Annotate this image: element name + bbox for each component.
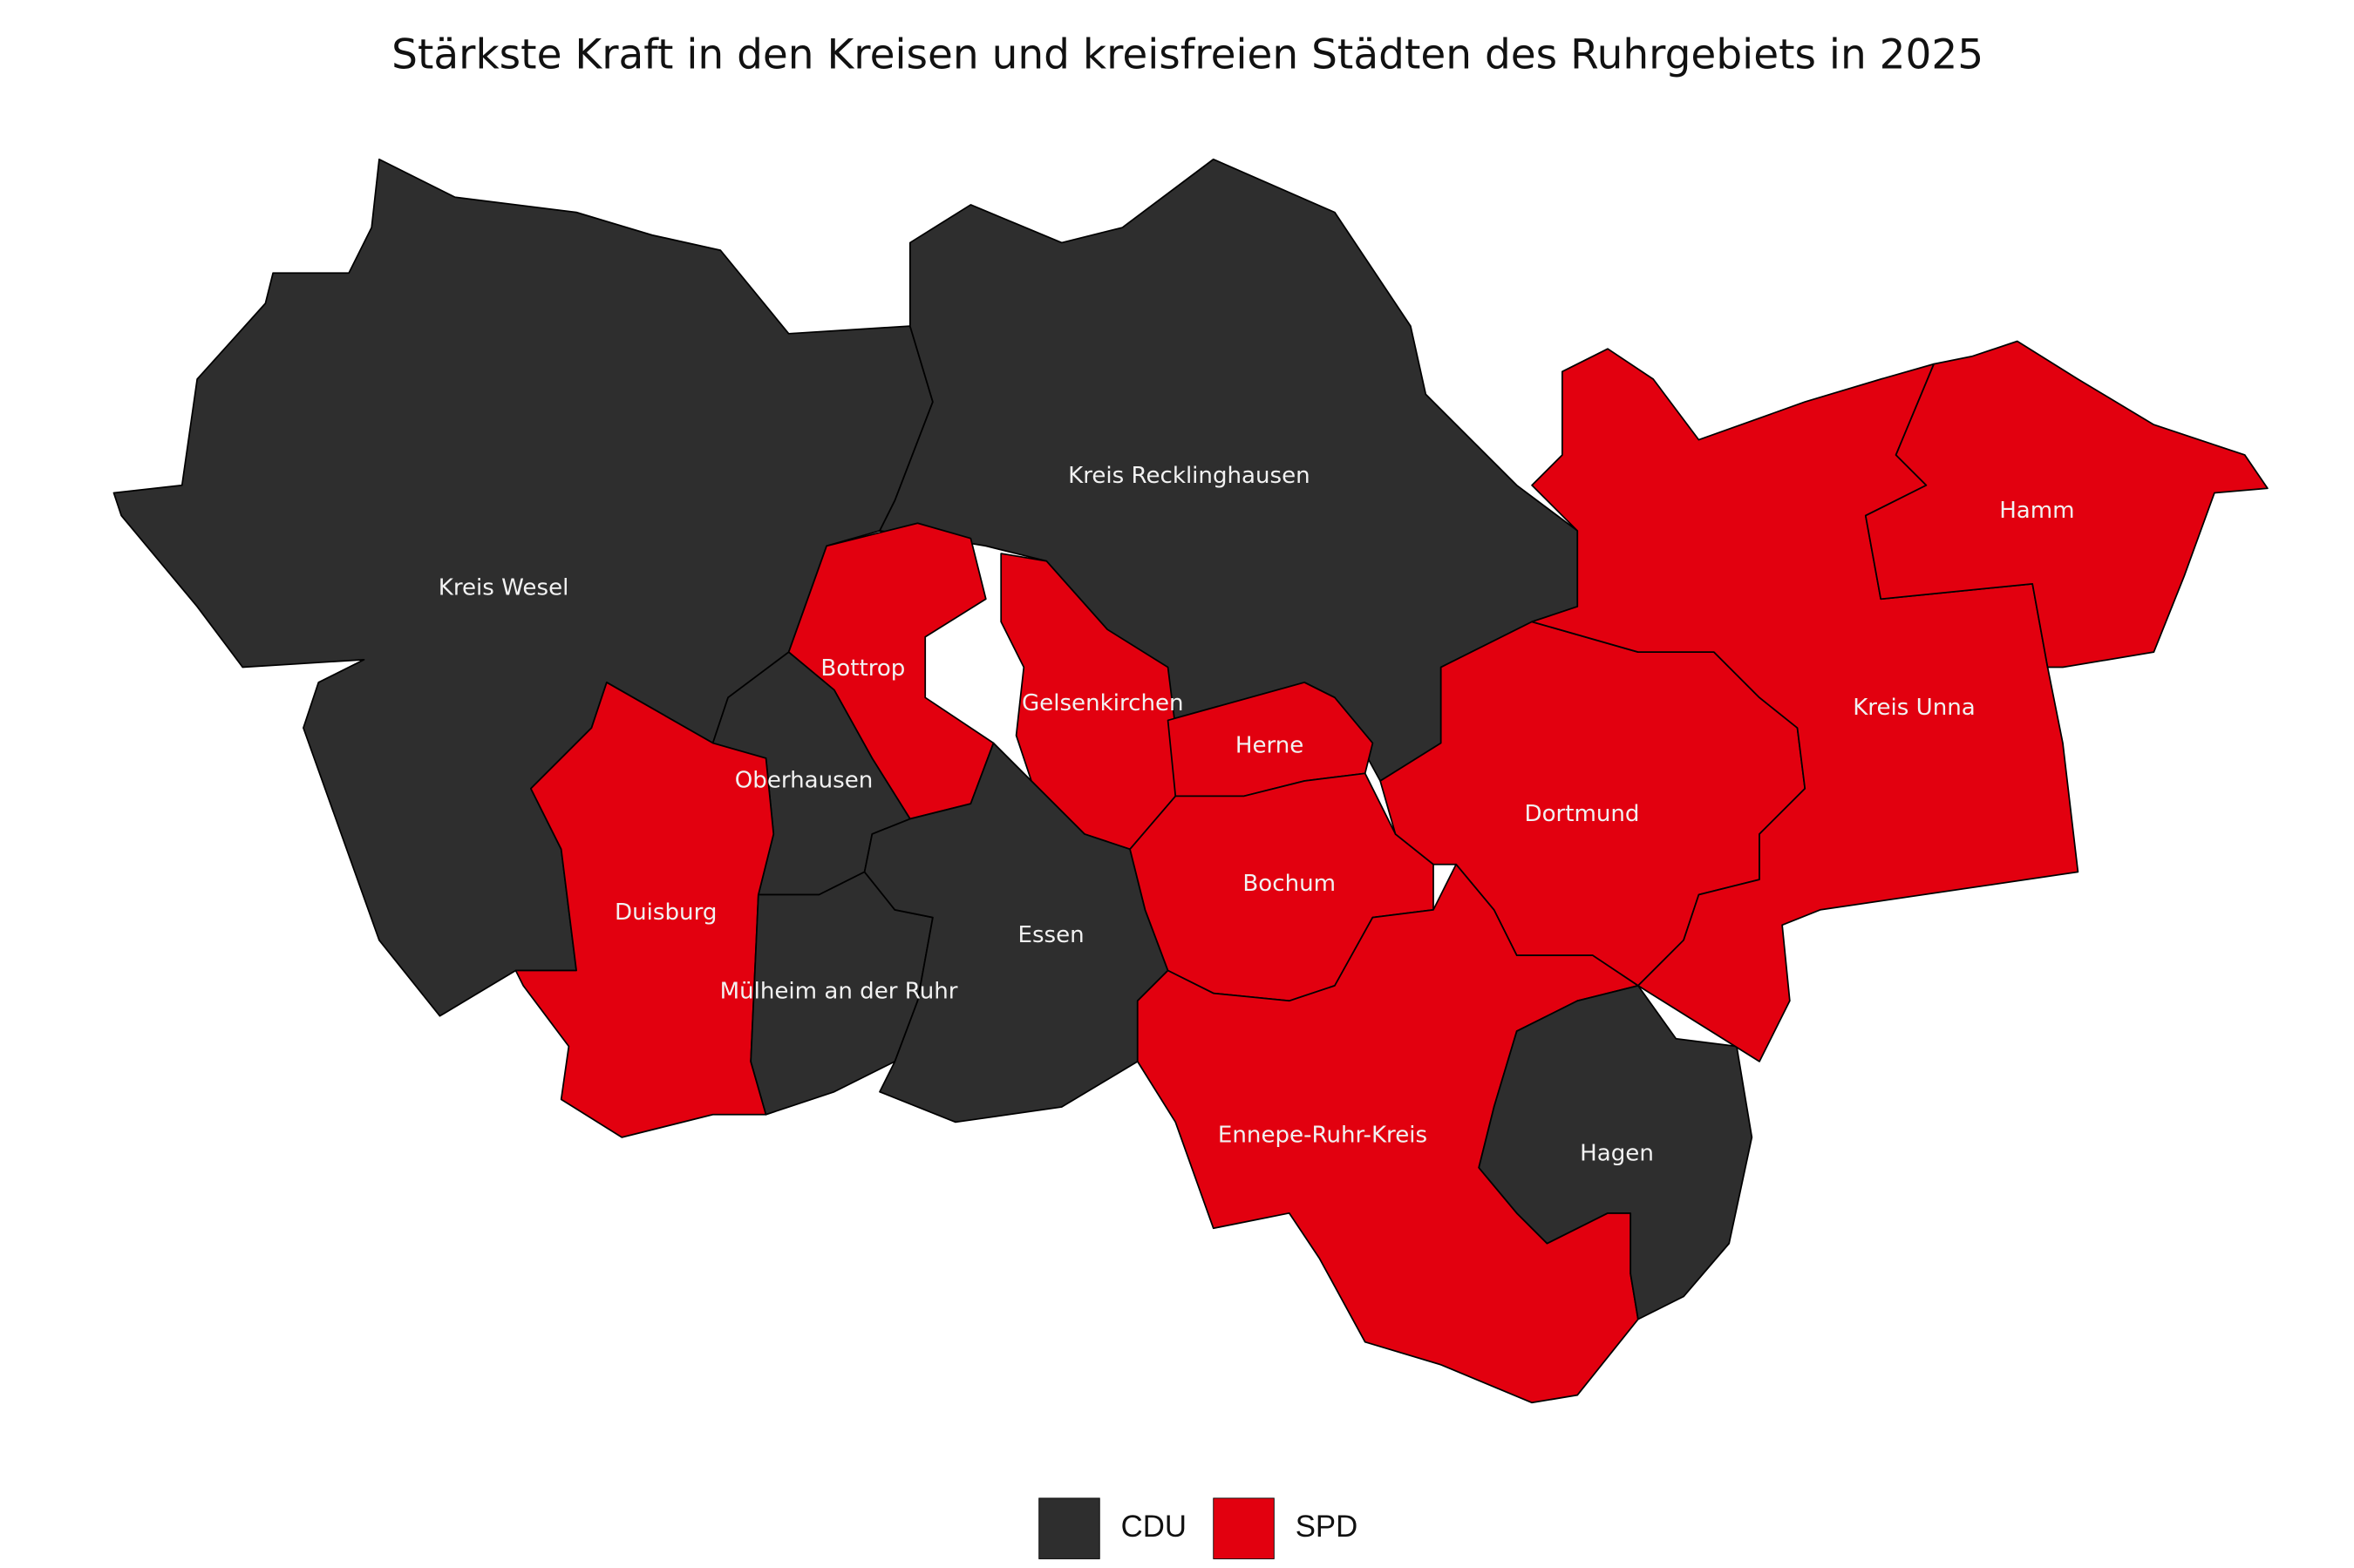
region-label: Bottrop (820, 655, 905, 682)
region-label: Kreis Wesel (439, 575, 569, 601)
region-label: Kreis Unna (1853, 695, 1976, 721)
region (514, 682, 775, 1138)
region-label: Kreis Recklinghausen (1068, 463, 1310, 489)
region (1864, 340, 2269, 669)
region-label: Mülheim an der Ruhr (720, 978, 958, 1004)
region-label: Dortmund (1524, 801, 1639, 827)
region-label: Gelsenkirchen (1022, 690, 1184, 716)
region (1478, 985, 1753, 1320)
region-label: Duisburg (615, 899, 717, 926)
region-labels: Kreis Wesel Kreis Recklinghausen Bottrop Ge… (439, 463, 2075, 1167)
region-label: Essen (1017, 922, 1084, 948)
region-label: Hamm (1999, 498, 2074, 524)
legend-label: SPD (1296, 1510, 1358, 1544)
legend-label: CDU (1121, 1510, 1187, 1544)
legend-swatch (1038, 1497, 1100, 1559)
map-title: Stärkste Kraft in den Kreisen und kreisf… (391, 31, 1983, 78)
legend-swatch (1213, 1497, 1275, 1559)
region-label: Herne (1235, 733, 1304, 759)
region-label: Hagen (1580, 1140, 1654, 1166)
region-label: Ennepe-Ruhr-Kreis (1218, 1123, 1427, 1149)
region-label: Bochum (1242, 871, 1336, 897)
region (863, 742, 1169, 1123)
legend: CDU SPD (1038, 1497, 1358, 1559)
region-label: Oberhausen (735, 768, 874, 794)
regions (112, 158, 2269, 1404)
